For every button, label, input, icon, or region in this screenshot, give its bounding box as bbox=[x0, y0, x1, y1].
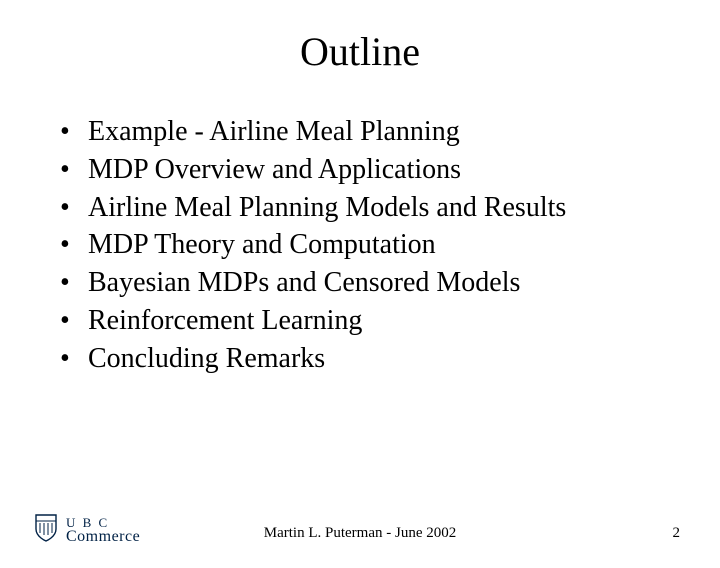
logo-line2: Commerce bbox=[66, 529, 140, 545]
list-item: Bayesian MDPs and Censored Models bbox=[54, 264, 680, 302]
page-number: 2 bbox=[673, 525, 681, 542]
slide-title: Outline bbox=[0, 28, 720, 75]
ubc-logo: U B C Commerce bbox=[34, 513, 140, 548]
list-item: MDP Theory and Computation bbox=[54, 226, 680, 264]
list-item: Airline Meal Planning Models and Results bbox=[54, 189, 680, 227]
list-item: Reinforcement Learning bbox=[54, 302, 680, 340]
list-item: Concluding Remarks bbox=[54, 340, 680, 378]
slide: Outline Example - Airline Meal Planning … bbox=[0, 28, 720, 568]
bullet-list: Example - Airline Meal Planning MDP Over… bbox=[54, 113, 680, 378]
logo-text: U B C Commerce bbox=[66, 516, 140, 545]
crest-icon bbox=[34, 513, 58, 548]
footer-author-date: Martin L. Puterman - June 2002 bbox=[264, 525, 456, 542]
list-item: Example - Airline Meal Planning bbox=[54, 113, 680, 151]
footer: U B C Commerce Martin L. Puterman - June… bbox=[0, 508, 720, 548]
list-item: MDP Overview and Applications bbox=[54, 151, 680, 189]
